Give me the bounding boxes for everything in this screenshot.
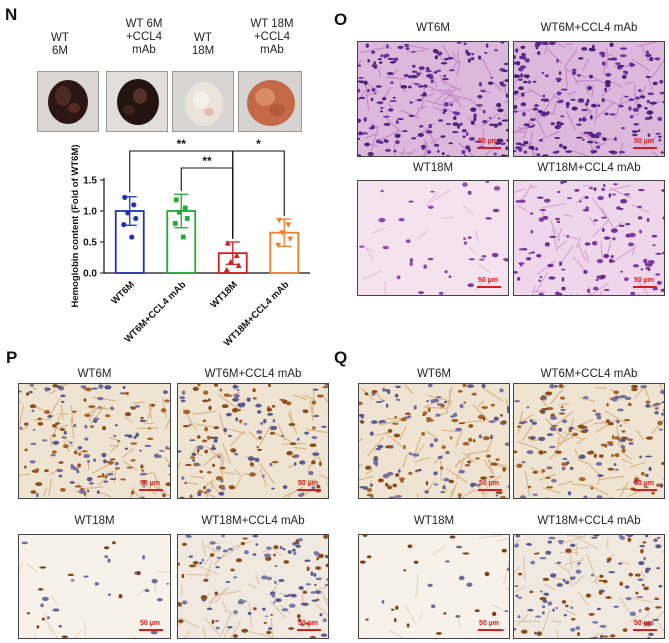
y-tick-label: 1.5 [83,176,97,187]
panel-p-micrograph-2: 50 µm [18,534,171,639]
data-point [224,240,231,246]
scale-bar-label: 50 µm [140,620,160,627]
y-tick-label: 0.5 [83,238,97,249]
significance-label: ** [177,137,187,151]
panel-p-micrograph-3: 50 µm [177,534,329,639]
data-point [133,215,139,222]
data-point [131,202,137,208]
y-axis-label: Hemoglobin content (Fold of WT6M) [70,144,81,307]
panel-o-micrograph-3: 50 µm [513,180,665,296]
scale-bar [478,489,502,491]
panel-q-micrograph-1: 50 µm [513,383,665,499]
data-point [184,216,190,221]
scale-bar [633,147,657,149]
scale-bar-label: 50 µm [478,138,498,145]
scale-bar [297,629,321,631]
data-point [182,205,188,211]
data-point [276,217,283,224]
panel-letter-n: N [5,5,18,24]
panel-q-micrograph-2: 50 µm [358,534,510,639]
scale-bar [478,629,502,631]
data-point [285,222,292,228]
x-tick-label: WT18M [209,279,240,310]
panel-o-micrograph-2: 50 µm [357,180,509,296]
data-point [121,222,127,228]
scale-bar [297,489,321,491]
scale-bar [633,286,657,288]
data-point [223,266,230,273]
gel-label-wt18m: WT 18M [191,32,215,57]
panel-q-title-1: WT6M+CCL4 mAb [540,368,638,380]
scale-bar-label: 50 µm [478,277,498,284]
scale-bar-label: 50 µm [634,480,654,487]
significance-bracket [232,150,285,236]
gel-plug-photo-wt6m [37,71,99,132]
scale-bar [139,629,163,631]
panel-letter-p: P [6,348,18,367]
panel-o-micrograph-1: 50 µm [513,41,665,157]
panel-q-micrograph-3: 50 µm [513,534,665,639]
scale-bar-label: 50 µm [298,620,318,627]
gel-label-wt6m: WT 6M [51,32,69,57]
gel-label-wt18m-ccl4: WT 18M +CCL4 mAb [250,18,294,56]
data-point [172,221,178,226]
panel-o-title-3: WT18M+CCL4 mAb [537,162,641,174]
panel-o-title-1: WT6M+CCL4 mAb [540,22,638,34]
panel-p-micrograph-1: 50 µm [177,383,329,499]
data-point [176,209,182,215]
data-point [287,236,294,242]
scale-bar-label: 50 µm [634,620,654,627]
panel-o-title-2: WT18M [412,162,454,174]
panel-p-title-2: WT18M [74,515,115,527]
data-point [233,252,240,259]
panel-q-title-0: WT6M [417,368,451,380]
x-tick-label: WT6M [109,279,137,307]
data-point [279,230,286,236]
gel-label-wt6m-ccl4: WT 6M +CCL4 mAb [125,18,163,56]
panel-p-title-0: WT6M [77,368,112,380]
scale-bar-label: 50 µm [479,620,499,627]
scale-bar-label: 50 µm [634,138,654,145]
data-point [125,210,131,216]
y-tick-label: 0.0 [83,269,97,280]
panel-letter-q: Q [334,348,348,367]
panel-p-title-1: WT6M+CCL4 mAb [204,368,302,380]
data-point [180,234,186,240]
significance-label: ** [202,154,212,168]
panel-p-title-3: WT18M+CCL4 mAb [201,515,305,527]
gel-plug-photo-wt18m [172,71,234,132]
data-point [227,258,234,265]
scale-bar [633,629,657,631]
panel-q-title-2: WT18M [413,515,455,527]
panel-o-title-0: WT6M [416,22,450,34]
scale-bar-label: 50 µm [634,277,654,284]
panel-q-micrograph-0: 50 µm [358,383,510,499]
scale-bar-label: 50 µm [140,480,160,487]
y-tick-label: 1.0 [83,207,97,218]
significance-bracket [180,167,234,239]
data-point [235,262,242,268]
gel-plug-photo-wt18m-ccl4 [238,71,302,132]
gel-plug-photo-wt6m-ccl4 [106,71,168,132]
scale-bar [139,489,163,491]
data-point [129,234,135,240]
scale-bar [633,489,657,491]
data-point [275,242,282,249]
scale-bar-label: 50 µm [298,480,318,487]
scale-bar-label: 50 µm [479,480,499,487]
panel-letter-o: O [334,10,348,29]
significance-label: * [256,137,261,151]
scale-bar [477,147,501,149]
data-point [173,197,179,203]
data-point [122,194,128,200]
panel-p-micrograph-0: 50 µm [18,383,171,499]
panel-o-micrograph-0: 50 µm [357,41,509,157]
panel-q-title-3: WT18M+CCL4 mAb [537,515,641,527]
scale-bar [477,286,501,288]
